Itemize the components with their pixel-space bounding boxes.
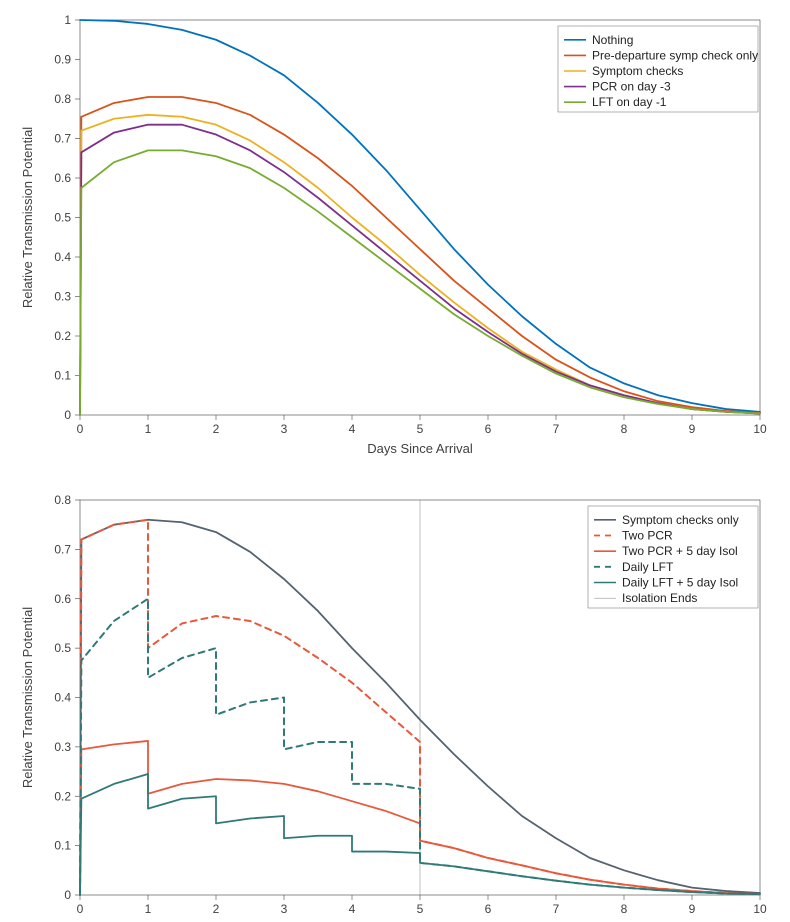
x-tick-label: 6 bbox=[485, 902, 492, 916]
legend-label: Daily LFT + 5 day Isol bbox=[622, 576, 738, 590]
y-tick-label: 0.2 bbox=[54, 329, 71, 343]
y-tick-label: 0.1 bbox=[54, 839, 71, 853]
x-tick-label: 10 bbox=[753, 902, 767, 916]
legend-label: Two PCR + 5 day Isol bbox=[622, 544, 738, 558]
legend-label: Daily LFT bbox=[622, 560, 674, 574]
x-tick-label: 1 bbox=[145, 902, 152, 916]
top_chart: 0 1 2 3 4 5 6 7 8 9 10 0 0.1 0.2 0.3 0.4 0.5 0.6 0.7 0.8 0.9… bbox=[20, 13, 767, 456]
y-tick-label: 1 bbox=[64, 13, 71, 27]
x-tick-label: 6 bbox=[485, 422, 492, 436]
x-tick-label: 8 bbox=[621, 422, 628, 436]
y-tick-label: 0.1 bbox=[54, 369, 71, 383]
x-tick-label: 1 bbox=[145, 422, 152, 436]
x-tick-label: 9 bbox=[689, 422, 696, 436]
y-tick-label: 0.3 bbox=[54, 740, 71, 754]
legend-label: Symptom checks only bbox=[622, 513, 739, 527]
y-tick-label: 0 bbox=[64, 888, 71, 902]
x-tick-label: 9 bbox=[689, 902, 696, 916]
x-tick-label: 5 bbox=[417, 422, 424, 436]
legend-label: Symptom checks bbox=[592, 64, 683, 78]
x-tick-label: 4 bbox=[349, 422, 356, 436]
x-tick-label: 0 bbox=[77, 422, 84, 436]
figure-svg: 01234567891000.10.20.30.40.50.60.70.80.9… bbox=[0, 0, 790, 922]
x-tick-label: 7 bbox=[553, 422, 560, 436]
y-axis-label: Relative Transmission Potential bbox=[20, 127, 35, 308]
x-tick-label: 5 bbox=[417, 902, 424, 916]
legend: NothingPre-departure symp check only Symp… bbox=[558, 26, 758, 112]
y-tick-label: 0.7 bbox=[54, 542, 71, 556]
x-tick-label: 10 bbox=[753, 422, 767, 436]
x-axis-label: Days Since Arrival bbox=[367, 441, 473, 456]
legend: Symptom checks only Two PCRTwo PCR + 5 da… bbox=[588, 506, 758, 608]
y-tick-label: 0 bbox=[64, 408, 71, 422]
legend-label: Pre-departure symp check only bbox=[592, 48, 758, 62]
legend-label: Nothing bbox=[592, 33, 633, 47]
y-axis-label: Relative Transmission Potential bbox=[20, 607, 35, 788]
x-tick-label: 8 bbox=[621, 902, 628, 916]
y-tick-label: 0.8 bbox=[54, 493, 71, 507]
y-tick-label: 0.2 bbox=[54, 789, 71, 803]
legend-label: Two PCR bbox=[622, 529, 673, 543]
y-tick-label: 0.4 bbox=[54, 250, 71, 264]
y-tick-label: 0.4 bbox=[54, 691, 71, 705]
y-tick-label: 0.8 bbox=[54, 92, 71, 106]
y-tick-label: 0.6 bbox=[54, 592, 71, 606]
y-tick-label: 0.7 bbox=[54, 132, 71, 146]
legend-label: Isolation Ends bbox=[622, 591, 697, 605]
bottom_chart: 01234567891000.10.20.30.40.50.60.70.8Day… bbox=[20, 493, 767, 922]
x-tick-label: 7 bbox=[553, 902, 560, 916]
x-tick-label: 0 bbox=[77, 902, 84, 916]
x-tick-label: 2 bbox=[213, 422, 220, 436]
y-tick-label: 0.3 bbox=[54, 290, 71, 304]
legend-label: PCR on day -3 bbox=[592, 80, 671, 94]
x-tick-label: 3 bbox=[281, 422, 288, 436]
x-tick-label: 2 bbox=[213, 902, 220, 916]
y-tick-label: 0.6 bbox=[54, 171, 71, 185]
y-tick-label: 0.5 bbox=[54, 641, 71, 655]
y-tick-label: 0.9 bbox=[54, 53, 71, 67]
x-tick-label: 3 bbox=[281, 902, 288, 916]
y-tick-label: 0.5 bbox=[54, 211, 71, 225]
x-tick-label: 4 bbox=[349, 902, 356, 916]
legend-label: LFT on day -1 bbox=[592, 95, 667, 109]
